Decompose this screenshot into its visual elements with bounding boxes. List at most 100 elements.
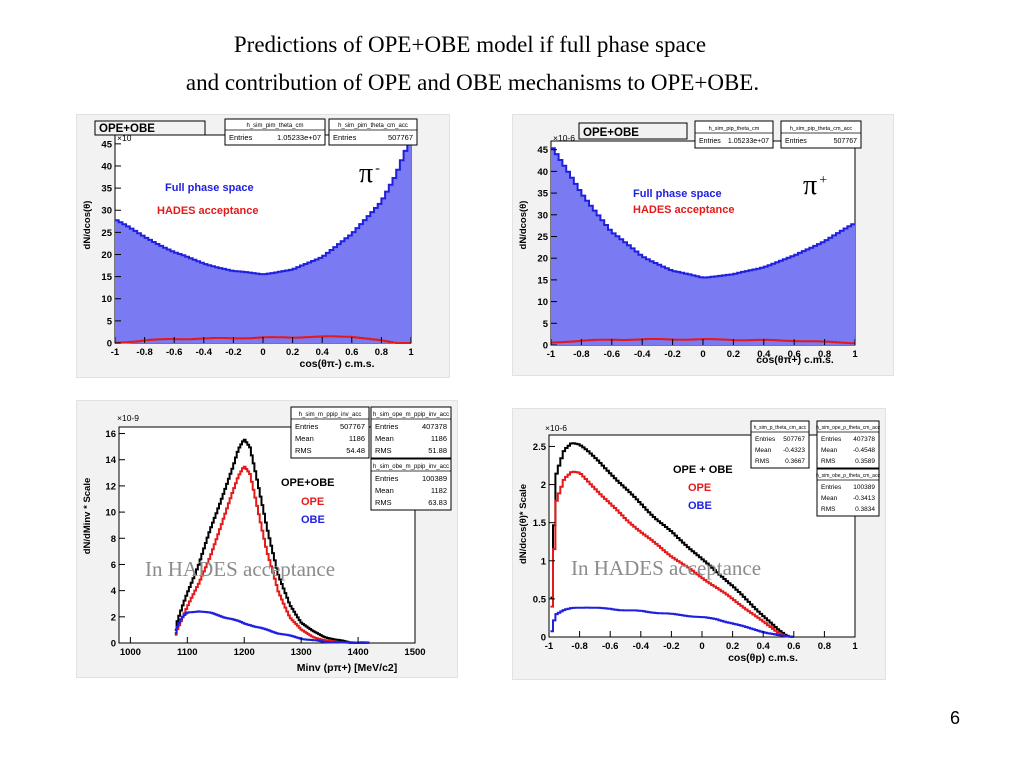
y-exponent-label: ×10-9 [117, 413, 139, 423]
y-tick-label: 20 [537, 254, 548, 265]
y-tick-label: 1.5 [533, 518, 547, 529]
legend-entry: Full phase space [633, 188, 722, 200]
y-tick-label: 0.5 [533, 594, 547, 605]
x-tick-label: -0.6 [166, 347, 182, 358]
stats-key: Mean [821, 495, 838, 502]
stats-key: Entries [821, 436, 842, 443]
chart-panel-proton-theta: -1 -0.8 -0.6 -0.4 -0.2 0 0.2 0.4 0.6 0.8 1 0 0.5 1 1.5… [512, 408, 886, 680]
stats-key: RMS [755, 458, 770, 465]
y-tick-label: 2 [111, 612, 116, 623]
stats-key: Entries [755, 436, 776, 443]
y-tick-label: 12 [105, 481, 116, 492]
chart-panel-pi-minus: -1 -0.8 -0.6 -0.4 -0.2 0 0.2 0.4 0.6 0.8 1 0 5 10 15 20… [76, 114, 450, 378]
x-tick-label: 1500 [404, 647, 425, 658]
y-axis-label: dN/dcos(θ) [518, 201, 529, 250]
stats-key: Entries [699, 138, 721, 145]
stats-value: 507767 [783, 436, 805, 443]
stats-box [694, 120, 774, 149]
y-tick-label: 1 [541, 556, 547, 567]
stats-value: 507767 [388, 133, 413, 142]
stats-box [328, 118, 418, 146]
x-tick-label: -0.8 [573, 349, 589, 360]
legend-entry: OBE [688, 500, 712, 512]
x-tick-label: 0.2 [286, 347, 299, 358]
y-tick-label: 2.5 [533, 442, 547, 453]
stats-key: Entries [333, 133, 357, 142]
stats-name: h_sim_obe_m_ppip_inv_acc [373, 464, 449, 470]
x-tick-label: 1 [408, 347, 414, 358]
stats-value: 1186 [349, 434, 365, 443]
legend-entry: OBE [301, 514, 325, 526]
particle-label: π [803, 170, 817, 201]
stats-value: 0.3589 [855, 458, 875, 465]
x-tick-label: 0.2 [726, 641, 739, 652]
series-line-full-phase-space [551, 147, 855, 279]
stats-value: 0.3667 [785, 458, 805, 465]
stats-box [816, 468, 880, 517]
chart-pi-minus: -1 -0.8 -0.6 -0.4 -0.2 0 0.2 0.4 0.6 0.8 105101520… [82, 118, 418, 370]
y-tick-label: 4 [111, 586, 117, 597]
y-tick-label: 30 [537, 210, 548, 221]
stats-name: h_sim_ope_p_theta_cm_acc [816, 425, 880, 431]
stats-key: Mean [375, 486, 394, 495]
y-tick-label: 10 [101, 294, 112, 305]
particle-charge: - [375, 161, 380, 176]
x-tick-label: 0 [699, 641, 704, 652]
chart-pi-plus: -1 -0.8 -0.6 -0.4 -0.2 0 0.2 0.4 0.6 0.8 105101520… [518, 120, 862, 366]
y-tick-label: 0 [543, 341, 548, 352]
acceptance-overlay-text: In HADES acceptance [571, 556, 761, 580]
slide-title-line-1: Predictions of OPE+OBE model if full pha… [233, 32, 707, 57]
series-line-ope-obe [174, 438, 370, 644]
y-tick-label: 0 [541, 633, 546, 644]
stats-name: h_sim_pip_theta_cm [709, 126, 760, 132]
stats-value: 507767 [340, 422, 365, 431]
series-line-ope-obe [550, 442, 794, 638]
stats-box [816, 420, 880, 469]
y-tick-label: 0 [111, 639, 116, 650]
stats-key: Entries [229, 133, 253, 142]
y-tick-label: 30 [101, 206, 112, 217]
x-tick-label: -0.8 [136, 347, 152, 358]
y-tick-label: 40 [101, 161, 112, 172]
x-tick-label: 1300 [291, 647, 312, 658]
y-tick-label: 20 [101, 250, 112, 261]
x-tick-label: 0.8 [375, 347, 388, 358]
x-tick-label: -1 [545, 641, 554, 652]
series-line-obe [174, 610, 370, 644]
stats-value: 1.05233e+07 [728, 138, 769, 145]
y-tick-label: 15 [101, 272, 112, 283]
stats-value: 1.05233e+07 [277, 133, 321, 142]
x-tick-label: -0.2 [225, 347, 241, 358]
stats-key: Mean [375, 434, 394, 443]
x-tick-label: -0.4 [633, 641, 650, 652]
stats-value: 100389 [853, 484, 875, 491]
y-tick-label: 15 [537, 275, 548, 286]
x-tick-label: 1100 [177, 647, 198, 658]
stats-key: Entries [375, 474, 399, 483]
legend-entry: OPE+OBE [281, 477, 335, 489]
stats-value: 63.83 [428, 498, 447, 507]
stats-value: -0.4548 [853, 447, 875, 454]
stats-key: RMS [375, 446, 392, 455]
x-tick-label: 0 [260, 347, 265, 358]
x-axis-label: cos(θp) c.m.s. [728, 652, 798, 664]
x-tick-label: -0.2 [664, 349, 680, 360]
stats-name: h_sim_p_theta_cm_acc [754, 425, 807, 431]
y-axis-label: dN/dMinv * Scale [82, 478, 93, 555]
series-line-obe [550, 606, 794, 638]
series-line-ope [550, 470, 794, 638]
y-exponent-label: ×10 [117, 133, 132, 143]
stats-box [750, 420, 810, 469]
y-tick-label: 45 [537, 145, 548, 156]
legend-entry: HADES acceptance [633, 204, 735, 216]
stats-name: h_sim_obe_p_theta_cm_acc [816, 473, 880, 479]
stats-value: 1186 [431, 434, 447, 443]
y-axis-label: dN/dcos(θ) [82, 201, 93, 250]
stats-value: 407378 [853, 436, 875, 443]
x-tick-label: 0.4 [757, 641, 771, 652]
stats-value: 507767 [834, 138, 857, 145]
x-tick-label: 0.6 [345, 347, 358, 358]
stats-key: Mean [295, 434, 314, 443]
x-tick-label: -0.8 [571, 641, 587, 652]
stats-key: Entries [375, 422, 399, 431]
